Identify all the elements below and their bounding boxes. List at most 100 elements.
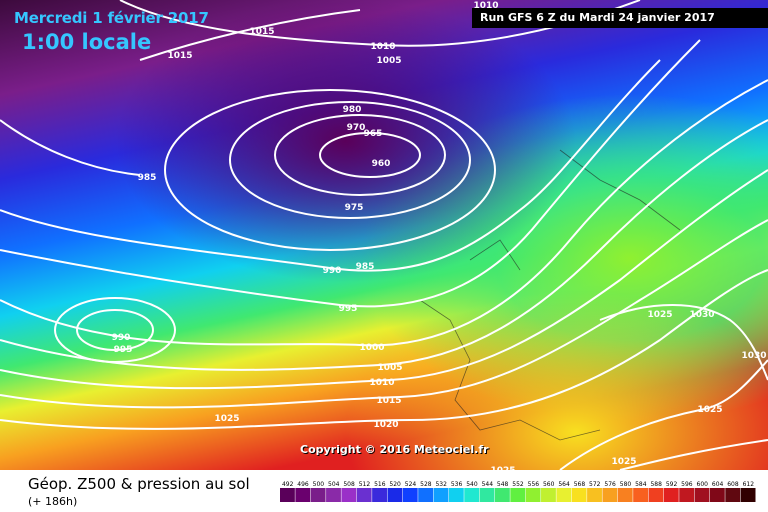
legend-swatch <box>326 488 341 502</box>
isobar-label: 1030 <box>689 310 714 320</box>
legend-value: 596 <box>681 481 693 488</box>
legend-value: 532 <box>435 481 447 488</box>
legend-value: 584 <box>635 481 647 488</box>
legend-value: 540 <box>466 481 478 488</box>
legend-swatch <box>433 488 449 502</box>
isobar-label: 980 <box>343 105 362 115</box>
legend-swatch <box>448 488 464 502</box>
legend-swatch <box>295 488 311 502</box>
isobar-curve <box>0 169 768 390</box>
isobar-label: 1025 <box>647 310 672 320</box>
isobar-label: 1025 <box>611 457 636 467</box>
legend-swatch <box>280 488 295 502</box>
legend-value: 492 <box>282 481 294 488</box>
isobar-label: 1020 <box>373 420 398 430</box>
legend-value: 544 <box>482 481 494 488</box>
isobar-label: 1010 <box>369 378 394 388</box>
legend-swatch <box>464 488 480 502</box>
isobar-label: 1025 <box>214 414 239 424</box>
isobar-label: 1015 <box>376 396 401 406</box>
legend-value: 576 <box>604 481 616 488</box>
isobar-label: 995 <box>339 304 358 314</box>
legend-value: 604 <box>712 481 724 488</box>
legend-swatch <box>510 488 526 502</box>
legend-swatch <box>356 488 372 502</box>
legend-value: 592 <box>666 481 678 488</box>
legend-value: 536 <box>451 481 463 488</box>
isobar-ring <box>319 132 421 178</box>
isobar-label: 995 <box>114 345 133 355</box>
legend-swatch <box>709 488 725 502</box>
map-caption: Géop. Z500 & pression au sol <box>28 475 250 493</box>
color-legend: 492 496 500 504 508 512 516 520 524 528 532 536 540 5… <box>280 481 756 502</box>
isobar-curve <box>0 119 141 176</box>
legend-swatch <box>587 488 602 502</box>
legend-value: 600 <box>697 481 709 488</box>
legend-swatch <box>310 488 326 502</box>
legend-value: 504 <box>328 481 340 488</box>
isobar-curve <box>0 59 661 272</box>
legend-value: 608 <box>727 481 739 488</box>
legend-swatch <box>372 488 387 502</box>
isobar-curve <box>0 39 701 308</box>
isobar-label: 1010 <box>370 42 395 52</box>
legend-value: 496 <box>297 481 309 488</box>
legend-value: 572 <box>589 481 601 488</box>
isobar-label: 990 <box>112 333 131 343</box>
isobar-label: 1010 <box>473 1 498 11</box>
isobar-label: 1005 <box>377 363 402 373</box>
legend-swatch <box>679 488 695 502</box>
isobar-label: 1030 <box>741 351 766 361</box>
copyright-notice: Copyright © 2016 Meteociel.fr <box>300 443 489 456</box>
isobar-curve <box>0 219 768 409</box>
isobar-label: 1005 <box>376 56 401 66</box>
isobar-ring <box>229 101 471 219</box>
legend-swatch <box>663 488 679 502</box>
isobar-curve <box>619 439 768 470</box>
legend-swatch <box>418 488 434 502</box>
legend-value: 552 <box>512 481 524 488</box>
legend-swatch <box>740 488 756 502</box>
legend-swatch <box>541 488 556 502</box>
isobar-label: 1025 <box>697 405 722 415</box>
legend-value: 512 <box>359 481 371 488</box>
isobar-label: 1025 <box>490 466 515 470</box>
legend-value: 520 <box>389 481 401 488</box>
isobar-curve <box>559 359 768 470</box>
legend-swatch <box>571 488 587 502</box>
isobar-label: 965 <box>364 129 383 139</box>
legend-swatch <box>602 488 618 502</box>
legend-swatch <box>387 488 403 502</box>
legend-value: 580 <box>620 481 632 488</box>
legend-value: 528 <box>420 481 432 488</box>
legend-value: 548 <box>497 481 509 488</box>
forecast-time: 1:00 locale <box>22 30 152 54</box>
isobar-curve <box>0 269 768 430</box>
legend-value: 568 <box>574 481 586 488</box>
isobar-label: 985 <box>138 173 157 183</box>
legend-value: 524 <box>405 481 417 488</box>
isobar-curve <box>0 79 768 347</box>
isobar-curve <box>0 119 768 371</box>
isobar-ring <box>164 89 496 251</box>
forecast-date: Mercredi 1 février 2017 <box>14 9 209 27</box>
legend-swatch <box>402 488 418 502</box>
legend-value: 508 <box>343 481 355 488</box>
isobar-curve <box>139 9 361 61</box>
isobar-label: 960 <box>372 159 391 169</box>
low-shading <box>0 0 768 470</box>
isobar-ring <box>76 309 154 351</box>
isobar-label: 975 <box>345 203 364 213</box>
legend-swatch <box>494 488 510 502</box>
legend-swatch <box>617 488 633 502</box>
isobar-label: 1000 <box>359 343 384 353</box>
legend-value: 588 <box>650 481 662 488</box>
isobar-label: 970 <box>347 123 366 133</box>
legend-swatch <box>479 488 495 502</box>
isobar-label: 1015 <box>249 27 274 37</box>
legend-swatch <box>556 488 572 502</box>
legend-swatch <box>525 488 541 502</box>
legend-swatch <box>648 488 664 502</box>
